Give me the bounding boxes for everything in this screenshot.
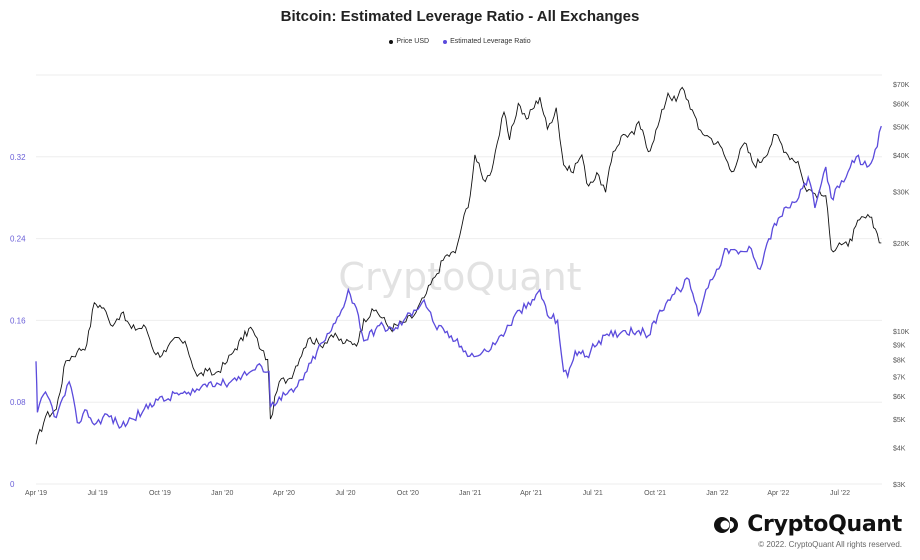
x-tick-label: Jul '19: [88, 490, 108, 497]
legend-label-price: Price USD: [396, 38, 430, 45]
legend-dot-price: [389, 39, 394, 44]
chart-legend: Price USD Estimated Leverage Ratio: [0, 38, 920, 45]
right-tick-label: $10K: [893, 329, 910, 336]
x-tick-label: Apr '20: [273, 490, 295, 497]
watermark-text: CryptoQuant: [338, 255, 581, 299]
left-tick-label: 0.24: [10, 235, 26, 244]
series-line-price: [35, 86, 882, 445]
right-tick-label: $6K: [893, 394, 906, 401]
series-line-leverage: [35, 125, 882, 429]
x-tick-label: Oct '21: [644, 490, 666, 497]
left-tick-label: 0.16: [10, 316, 26, 325]
right-tick-label: $60K: [893, 101, 910, 108]
right-tick-label: $20K: [893, 241, 910, 248]
cryptoquant-logo: CryptoQuant: [713, 512, 902, 537]
legend-label-leverage: Estimated Leverage Ratio: [450, 38, 531, 45]
right-tick-label: $8K: [893, 357, 906, 364]
logo-icon: [714, 516, 739, 533]
x-tick-label: Jan '22: [706, 490, 728, 497]
chart-plot-area[interactable]: CryptoQuant 00.080.160.240.32 $3K$4K$5K$…: [0, 0, 920, 500]
x-tick-label: Oct '19: [149, 490, 171, 497]
right-tick-label: $50K: [893, 125, 910, 132]
right-tick-label: $30K: [893, 189, 910, 196]
legend-item-price[interactable]: Price USD: [389, 38, 429, 45]
left-tick-label: 0.08: [10, 398, 26, 407]
legend-item-leverage[interactable]: Estimated Leverage Ratio: [443, 38, 531, 45]
x-tick-label: Apr '21: [520, 490, 542, 497]
x-tick-label: Jul '20: [336, 490, 356, 497]
right-tick-label: $5K: [893, 417, 906, 424]
right-tick-label: $4K: [893, 445, 906, 452]
left-tick-label: 0.32: [10, 153, 26, 162]
logo-text: CryptoQuant: [747, 512, 902, 537]
right-tick-label: $3K: [893, 482, 906, 489]
x-tick-label: Jan '20: [211, 490, 233, 497]
right-tick-label: $9K: [893, 342, 906, 349]
chart-title: Bitcoin: Estimated Leverage Ratio - All …: [280, 8, 640, 25]
right-tick-label: $40K: [893, 153, 910, 160]
right-axis-ticks: $3K $4K $5K $6K $7K $8K $9K $10K $20K $30K $40K $50…: [893, 82, 910, 489]
x-tick-label: Jan '21: [459, 490, 481, 497]
legend-dot-leverage: [443, 39, 448, 44]
x-axis-ticks: Apr '19 Jul '19 Oct '19 Jan '20 Apr '20 Jul '…: [25, 490, 850, 497]
x-tick-label: Apr '19: [25, 490, 47, 497]
copyright-footer: © 2022. CryptoQuant All rights reserved.: [758, 540, 902, 549]
x-tick-label: Jul '22: [830, 490, 850, 497]
left-tick-label: 0: [10, 480, 15, 489]
x-tick-label: Apr '22: [767, 490, 789, 497]
x-tick-label: Jul '21: [583, 490, 603, 497]
right-tick-label: $7K: [893, 374, 906, 381]
left-axis-ticks: 0 0.08 0.16 0.24 0.32: [10, 153, 26, 489]
right-tick-label: $70K: [893, 82, 910, 89]
x-tick-label: Oct '20: [397, 490, 419, 497]
